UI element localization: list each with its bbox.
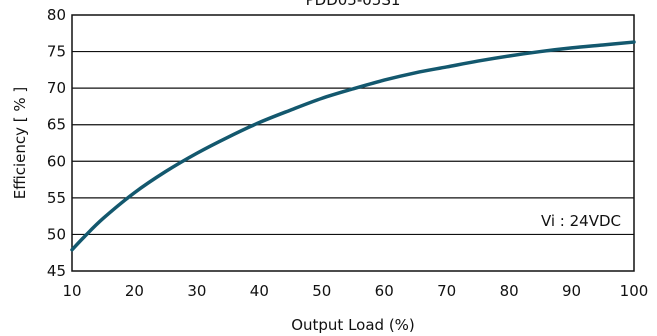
- x-axis-ticks: 10 20 30 40 50 60 70 80 90 100: [62, 282, 648, 300]
- y-tick-label: 55: [47, 189, 66, 207]
- x-tick-label: 70: [437, 282, 456, 300]
- y-axis-ticks: 45 50 55 60 65 70 75 80: [47, 6, 66, 280]
- y-tick-label: 65: [47, 116, 66, 134]
- x-tick-label: 20: [125, 282, 144, 300]
- x-tick-label: 30: [187, 282, 206, 300]
- x-tick-label: 10: [62, 282, 81, 300]
- y-tick-label: 75: [47, 43, 66, 61]
- annotation-background: [496, 207, 630, 233]
- x-tick-label: 90: [562, 282, 581, 300]
- chart-title: PDD05-05S1: [306, 0, 401, 9]
- y-tick-label: 45: [47, 262, 66, 280]
- plot-area-frame: [71, 14, 635, 272]
- x-tick-label: 60: [375, 282, 394, 300]
- y-tick-label: 50: [47, 225, 66, 243]
- y-tick-label: 80: [47, 6, 66, 24]
- y-axis-label: Efficiency [ % ]: [11, 87, 29, 200]
- x-tick-label: 50: [312, 282, 331, 300]
- x-tick-label: 100: [620, 282, 649, 300]
- x-tick-label: 40: [250, 282, 269, 300]
- x-axis-label: Output Load (%): [291, 316, 415, 334]
- efficiency-curve: [70, 40, 636, 252]
- x-tick-label: 80: [500, 282, 519, 300]
- y-tick-label: 70: [47, 79, 66, 97]
- annotation-text: Vi : 24VDC: [541, 212, 621, 230]
- input-voltage-annotation: Vi : 24VDC: [496, 207, 630, 233]
- y-tick-label: 60: [47, 152, 66, 170]
